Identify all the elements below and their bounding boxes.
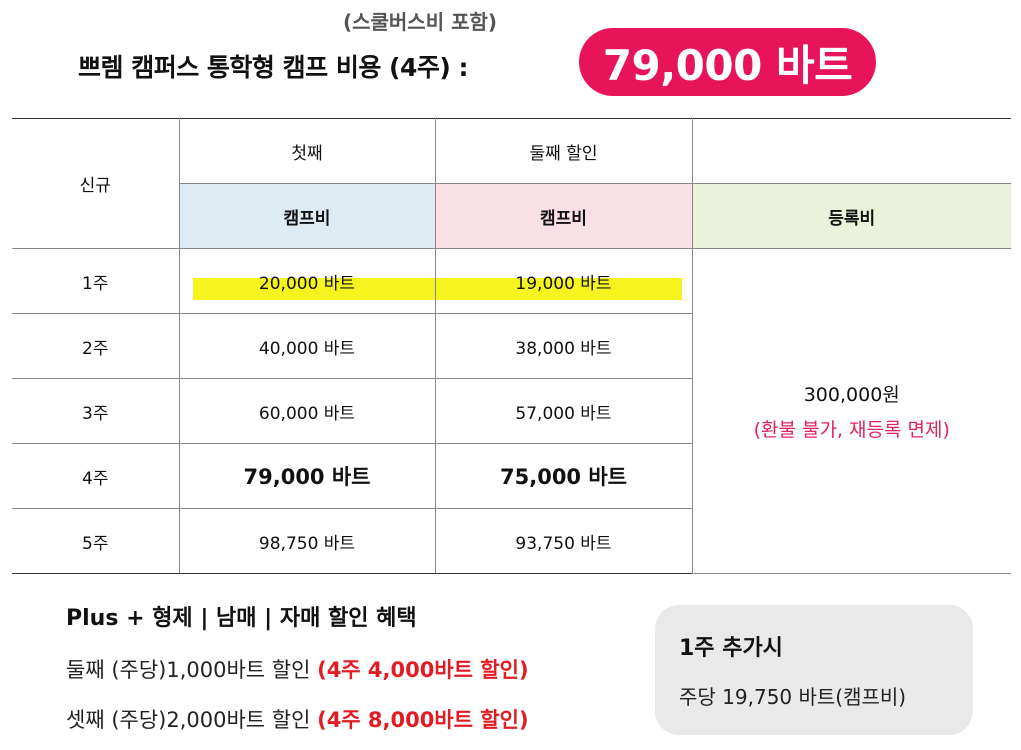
discount-highlight: (4주 8,000바트 할인): [317, 708, 529, 732]
second-price-cell: 57,000 바트: [434, 378, 692, 444]
table-header-row: 신규 첫째 둘째 할인: [12, 118, 1011, 249]
week-cell: 5주: [12, 508, 180, 574]
table-subheader-row: 캠프비 캠프비 등록비: [12, 183, 1011, 249]
table-row: 4주 79,000 바트 75,000 바트: [12, 443, 1011, 509]
registration-amount: 300,000원: [803, 384, 900, 406]
extra-week-price: 주당 19,750 바트(캠프비): [679, 685, 907, 709]
discount-line: 셋째 (주당)2,000바트 할인 (4주 8,000바트 할인): [66, 704, 529, 734]
price-subtitle: (스쿨버스비 포함): [342, 10, 498, 34]
group-second-header: 둘째 할인: [434, 118, 693, 184]
second-price-cell: 93,750 바트: [434, 508, 692, 574]
table-row: 3주 60,000 바트 57,000 바트: [12, 378, 1011, 444]
week-cell: 1주: [12, 248, 180, 314]
second-price-cell: 75,000 바트: [434, 443, 692, 509]
extra-week-box: 1주 추가시 주당 19,750 바트(캠프비): [655, 605, 973, 735]
price-badge: 79,000 바트: [579, 28, 876, 96]
week-cell: 3주: [12, 378, 180, 444]
first-price-cell: 40,000 바트: [178, 313, 436, 379]
week-cell: 2주: [12, 313, 180, 379]
first-price-cell: 20,000 바트: [178, 248, 436, 314]
registration-note: (환불 불가, 재등록 면제): [753, 419, 950, 441]
extra-week-title: 1주 추가시: [679, 636, 783, 661]
first-price-cell: 60,000 바트: [178, 378, 436, 444]
highlight-mark: [192, 278, 435, 300]
discount-line: 둘째 (주당)1,000바트 할인 (4주 4,000바트 할인): [66, 654, 529, 684]
price-value: 19,000 바트: [515, 273, 612, 294]
discount-text: 둘째 (주당)1,000바트 할인: [66, 658, 318, 682]
highlight-mark: [435, 278, 682, 300]
week-cell: 4주: [12, 443, 180, 509]
second-price-cell: 19,000 바트: [434, 248, 693, 314]
table-row: 5주 98,750 바트 93,750 바트: [12, 508, 1011, 574]
first-price-cell: 98,750 바트: [178, 508, 436, 574]
sibling-discount-title: Plus + 형제 | 남매 | 자매 할인 혜택: [66, 606, 417, 631]
col-second-header: 캠프비: [434, 183, 693, 249]
second-price-cell: 38,000 바트: [434, 313, 692, 379]
corner-cell: 신규: [12, 118, 180, 249]
table-row: 1주 20,000 바트 19,000 바트 300,000원 (환불 불가, …: [12, 248, 1011, 574]
group-first-header: 첫째: [178, 118, 436, 184]
discount-highlight: (4주 4,000바트 할인): [317, 658, 529, 682]
page-title: 쁘렘 캠퍼스 통학형 캠프 비용 (4주) :: [78, 53, 468, 82]
empty-header: [691, 118, 1011, 184]
col-reg-header: 등록비: [691, 183, 1011, 249]
col-first-header: 캠프비: [179, 183, 436, 249]
registration-cell: 300,000원 (환불 불가, 재등록 면제): [691, 248, 1011, 574]
price-value: 20,000 바트: [258, 273, 356, 294]
first-price-cell: 79,000 바트: [178, 443, 436, 509]
discount-text: 셋째 (주당)2,000바트 할인: [66, 708, 318, 732]
price-table: 신규 첫째 둘째 할인 캠프비 캠프비 등록비 1주 20,000 바트 19,…: [12, 118, 1011, 574]
